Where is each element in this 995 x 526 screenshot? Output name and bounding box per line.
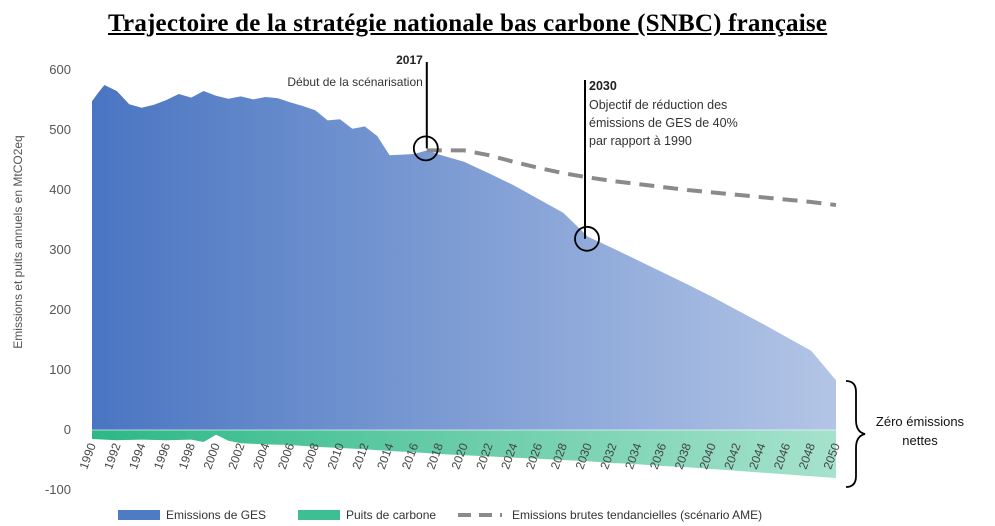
y-tick-label: 0	[64, 422, 71, 437]
net-zero-label: nettes	[902, 433, 938, 448]
net-zero-label: Zéro émissions	[876, 414, 965, 429]
x-tick-label: 1990	[77, 441, 99, 471]
annotation-2017-text: Début de la scénarisation	[287, 75, 422, 89]
x-tick-label: 2000	[201, 441, 223, 471]
x-tick-label: 2004	[250, 441, 272, 471]
annotation-2030-year: 2030	[589, 79, 617, 93]
ghg-emissions-area	[92, 85, 836, 430]
x-tick-label: 2002	[225, 441, 247, 471]
legend-label-ges: Emissions de GES	[166, 508, 266, 522]
y-tick-label: 300	[49, 242, 71, 257]
legend-swatch-puits	[298, 510, 340, 520]
y-tick-label: -100	[45, 482, 71, 497]
x-tick-label: 1996	[151, 441, 173, 471]
x-tick-label: 1998	[176, 441, 198, 471]
annotation-2017-year: 2017	[396, 53, 423, 67]
y-tick-label: 200	[49, 302, 71, 317]
x-tick-label: 1994	[126, 441, 148, 471]
y-tick-label: 600	[49, 62, 71, 77]
annotation-2017-circle	[412, 135, 439, 162]
legend-label-puits: Puits de carbone	[346, 508, 436, 522]
net-zero-brace	[845, 380, 866, 488]
trend-line	[426, 148, 837, 207]
legend-label-trend: Emissions brutes tendancielles (scénario…	[512, 508, 762, 522]
legend-swatch-ges	[118, 510, 160, 520]
x-tick-label: 1992	[101, 441, 123, 471]
chart-title: Trajectoire de la stratégie nationale ba…	[108, 10, 828, 37]
annotation-2030-text: émissions de GES de 40%	[589, 116, 738, 130]
x-tick-label: 2006	[275, 441, 297, 471]
y-axis-label: Emissions et puits annuels en MtCO2eq	[11, 135, 25, 348]
y-tick-label: 500	[49, 122, 71, 137]
annotation-2030-text: Objectif de réduction des	[589, 98, 727, 112]
y-tick-label: 100	[49, 362, 71, 377]
annotation-2030-circle	[574, 225, 600, 252]
carbon-sink-area	[92, 430, 836, 478]
annotation-2030-text: par rapport à 1990	[589, 134, 692, 148]
y-tick-label: 400	[49, 182, 71, 197]
